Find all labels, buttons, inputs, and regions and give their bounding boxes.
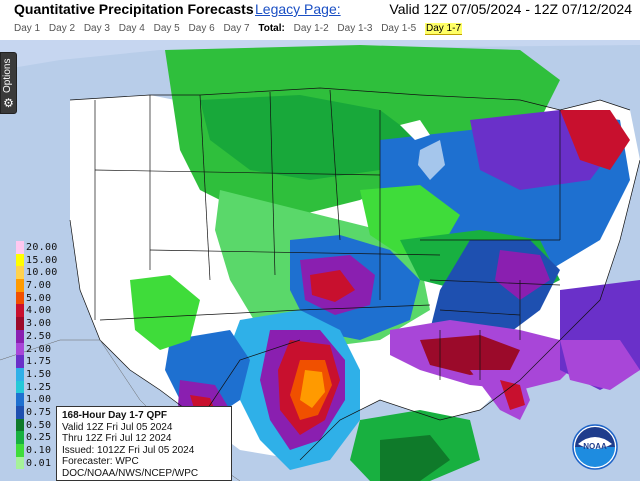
legend-swatch [16,405,24,419]
qpf-map[interactable] [0,40,640,481]
legend-row: 1.75 [16,355,64,368]
legend-row: 1.50 [16,367,64,381]
tab-day-1-7[interactable]: Day 1-7 [425,23,463,35]
legend-row: 7.00 [16,279,64,292]
legend-swatch [16,431,24,444]
info-thru: Thru 12Z Fri Jul 12 2024 [62,433,172,444]
legend-label: 0.50 [26,419,52,431]
legend-swatch [16,329,24,343]
tab-day-7[interactable]: Day 7 [223,23,250,34]
options-label: Options [2,58,13,93]
tab-day-1-2[interactable]: Day 1-2 [293,23,329,34]
legend-swatch [16,393,24,406]
noaa-logo-text: NOAA [583,442,607,451]
info-source: DOC/NOAA/NWS/NCEP/WPC [62,467,199,479]
legend-row: 0.01 [16,456,64,470]
forecast-info-box: 168-Hour Day 1-7 QPF Valid 12Z Fri Jul 0… [56,406,232,481]
legend-row: 1.00 [16,393,64,406]
tab-day-5[interactable]: Day 5 [153,23,180,34]
legend-label: 20.00 [26,242,58,253]
legend-swatch [16,241,24,254]
legend-swatch [16,317,24,330]
legend-label: 3.00 [26,318,52,330]
legend-row: 3.00 [16,317,64,330]
legend-row: 0.25 [16,431,64,444]
legend-label: 15.00 [26,254,58,266]
legend-row: 4.00 [16,304,64,318]
gear-icon: ⚙ [3,96,14,110]
header-bar: Quantitative Precipitation Forecasts Leg… [0,0,640,40]
legend-swatch [16,279,24,292]
legend-label: 2.50 [26,330,52,342]
legend-row: 2.00 [16,342,64,356]
tab-day-2[interactable]: Day 2 [48,23,76,34]
info-issued: Issued: 1012Z Fri Jul 05 2024 [62,444,195,456]
legend-swatch [16,444,24,457]
legend-label: 1.25 [26,381,52,393]
legend-label: 0.01 [26,457,52,469]
legend-row: 20.00 [16,241,64,254]
tab-day-6[interactable]: Day 6 [188,23,215,34]
legend-row: 0.10 [16,444,64,457]
legacy-page-link[interactable]: Legacy Page: [255,1,341,17]
legend-label: 0.75 [26,406,52,418]
legend-label: 4.00 [26,305,52,317]
tab-day-4[interactable]: Day 4 [118,23,145,34]
info-forecaster: Forecaster: WPC [62,456,139,467]
legend-label: 2.00 [26,343,52,355]
tab-day-1-3[interactable]: Day 1-3 [337,23,373,34]
total-label: Total: [258,23,285,34]
legend-swatch [16,380,24,394]
tab-day-3[interactable]: Day 3 [83,23,110,34]
page-title: Quantitative Precipitation Forecasts [14,1,254,17]
day-tabs: Day 1 Day 2 Day 3 Day 4 Day 5 Day 6 Day … [14,23,468,37]
legend-label: 7.00 [26,280,52,292]
valid-range: Valid 12Z 07/05/2024 - 12Z 07/12/2024 [389,1,632,17]
noaa-logo: NOAA [572,424,618,470]
legend-row: 1.25 [16,380,64,394]
legend-label: 0.25 [26,432,52,444]
legend-label: 0.10 [26,445,52,456]
legend-swatch [16,355,24,368]
legend-swatch [16,253,24,267]
info-heading: 168-Hour Day 1-7 QPF [62,410,168,421]
options-tab[interactable]: Options ⚙ [0,52,17,114]
legend-row: 15.00 [16,253,64,267]
legend-swatch [16,304,24,318]
legend-swatch [16,291,24,305]
qpf-map-graphic [0,40,640,481]
tab-day-1-5[interactable]: Day 1-5 [381,23,417,34]
legend: 20.00 15.00 10.00 7.00 5.00 4.00 3.00 2.50 2.00 1… [16,241,64,470]
legend-row: 5.00 [16,291,64,305]
legend-label: 1.00 [26,394,52,406]
legend-label: 10.00 [26,267,58,279]
legend-label: 5.00 [26,292,52,304]
legend-row: 10.00 [16,266,64,280]
legend-row: 0.50 [16,418,64,432]
info-valid: Valid 12Z Fri Jul 05 2024 [62,421,173,433]
legend-label: 1.50 [26,368,52,380]
tab-day-1[interactable]: Day 1 [14,23,41,34]
legend-swatch [16,266,24,280]
legend-swatch [16,418,24,432]
legend-swatch [16,342,24,356]
legend-label: 1.75 [26,356,52,368]
legend-swatch [16,367,24,381]
legend-row: 2.50 [16,329,64,343]
legend-row: 0.75 [16,405,64,419]
legend-swatch [16,456,24,470]
